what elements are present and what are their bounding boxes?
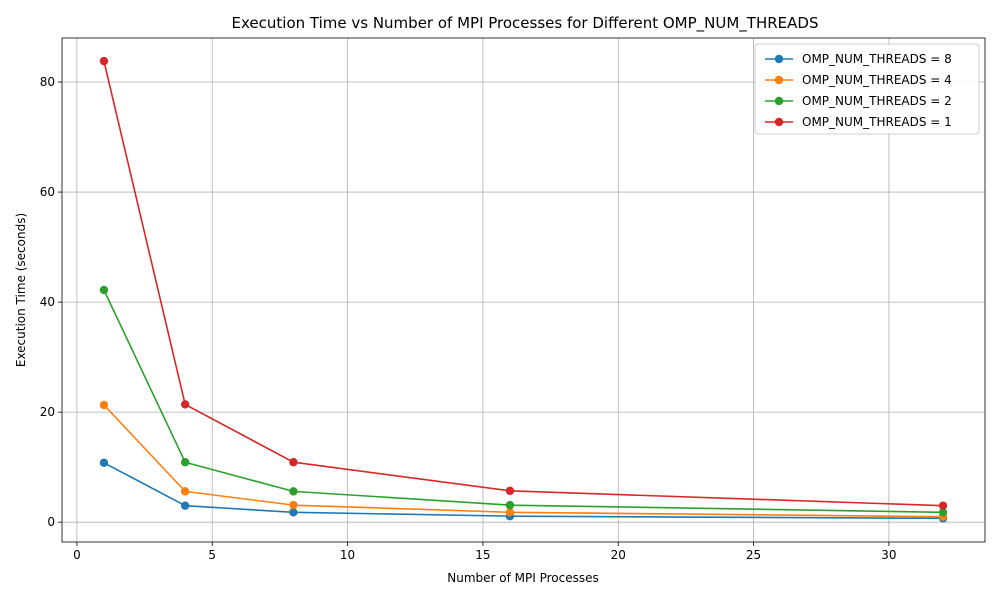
- data-point: [99, 400, 109, 410]
- legend-swatch-marker: [774, 54, 784, 64]
- x-tick-label: 10: [340, 548, 355, 562]
- y-tick-label: 80: [40, 75, 55, 89]
- y-axis-label: Execution Time (seconds): [14, 213, 28, 367]
- y-tick-label: 0: [47, 515, 55, 529]
- y-tick-label: 40: [40, 295, 55, 309]
- data-point: [505, 508, 515, 517]
- x-tick-label: 25: [746, 548, 761, 562]
- data-point: [99, 285, 109, 295]
- data-point: [180, 501, 190, 510]
- y-tick-label: 20: [40, 405, 55, 419]
- data-point: [505, 486, 515, 496]
- x-tick-label: 0: [73, 548, 81, 562]
- data-point: [289, 487, 298, 496]
- data-point: [180, 400, 190, 409]
- chart-title: Execution Time vs Number of MPI Processe…: [232, 14, 819, 33]
- legend-entry-label: OMP_NUM_THREADS = 8: [802, 52, 952, 66]
- legend-swatch-marker: [774, 96, 784, 106]
- data-point: [505, 500, 515, 510]
- legend-entry-label: OMP_NUM_THREADS = 2: [802, 94, 952, 108]
- axis-ticks: 0 5 10 15 20 25 30 0 20 40 60 80: [40, 75, 897, 562]
- legend: OMP_NUM_THREADS = 8 OMP_NUM_THREADS = 4 OM…: [754, 43, 980, 135]
- data-point: [99, 458, 109, 467]
- data-point: [938, 508, 948, 517]
- data-point: [289, 508, 298, 517]
- legend-entry-label: OMP_NUM_THREADS = 4: [802, 73, 952, 87]
- data-point: [289, 500, 298, 510]
- x-tick-label: 15: [475, 548, 490, 562]
- grid-lines: [62, 38, 985, 542]
- x-tick-label: 30: [881, 548, 896, 562]
- y-tick-label: 60: [40, 185, 55, 199]
- data-point: [180, 458, 190, 467]
- legend-box: [754, 43, 980, 135]
- x-tick-label: 20: [611, 548, 626, 562]
- legend-entry-label: OMP_NUM_THREADS = 1: [802, 115, 952, 129]
- data-point: [180, 487, 190, 496]
- legend-swatch-marker: [774, 75, 784, 85]
- x-axis-label: Number of MPI Processes: [447, 571, 599, 585]
- series-layer: [99, 56, 948, 523]
- x-tick-label: 5: [208, 548, 216, 562]
- plot-frame: [61, 37, 986, 543]
- legend-swatch-marker: [774, 117, 784, 127]
- data-point: [289, 458, 298, 467]
- data-point: [938, 501, 948, 510]
- data-point: [99, 56, 109, 66]
